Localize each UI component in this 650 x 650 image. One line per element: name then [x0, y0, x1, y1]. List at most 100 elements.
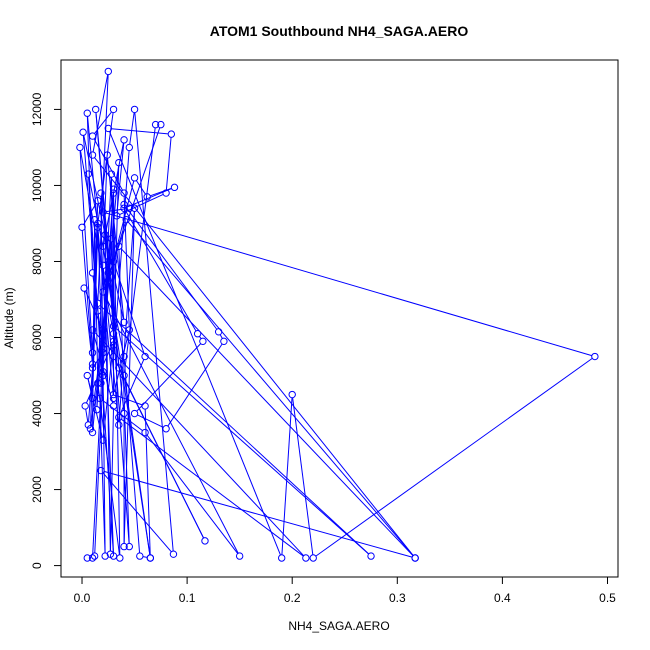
data-point — [169, 550, 178, 558]
data-point — [162, 189, 170, 197]
series-segment — [97, 386, 120, 555]
data-point — [99, 208, 107, 216]
data-point — [88, 269, 97, 277]
series-segment — [88, 371, 93, 422]
data-point — [94, 223, 102, 231]
data-point — [109, 337, 118, 346]
y-tick-label: 12000 — [30, 92, 44, 126]
x-tick-label: 0.0 — [74, 591, 91, 605]
data-point — [88, 132, 97, 140]
data-point — [302, 554, 310, 562]
data-point — [101, 552, 109, 560]
data-point — [120, 200, 128, 209]
data-point — [170, 183, 179, 192]
data-point — [88, 364, 97, 372]
data-point — [141, 428, 149, 437]
series-segment — [144, 409, 151, 555]
series-segment — [136, 343, 202, 412]
data-point — [107, 234, 116, 243]
data-point — [120, 371, 128, 380]
data-point — [88, 360, 97, 368]
series-segment — [219, 334, 223, 339]
series-segment — [113, 165, 120, 342]
series-segment — [120, 248, 414, 557]
data-point — [125, 326, 134, 334]
data-point — [115, 413, 123, 422]
series-segment — [125, 210, 197, 332]
series-segment — [125, 206, 218, 330]
data-point — [84, 170, 93, 178]
data-point — [146, 554, 155, 562]
data-point — [115, 421, 123, 429]
data-point — [167, 130, 176, 138]
series-segment — [315, 357, 593, 557]
data-point — [591, 352, 599, 361]
data-point — [277, 554, 286, 562]
series-segment — [119, 359, 145, 415]
x-tick-label: 0.5 — [599, 591, 616, 605]
data-point — [104, 124, 112, 133]
series-segment — [109, 131, 281, 556]
data-point — [83, 109, 91, 117]
series-segment — [111, 241, 114, 331]
data-point — [120, 409, 128, 418]
data-point — [88, 554, 97, 562]
data-point — [93, 406, 101, 414]
data-point — [309, 554, 317, 562]
data-point — [84, 421, 93, 429]
series-segment — [87, 378, 103, 438]
data-point — [288, 390, 296, 399]
chart-title: ATOM1 Southbound NH4_SAGA.AERO — [210, 23, 469, 39]
series-segment — [119, 193, 164, 215]
data-point — [97, 189, 105, 197]
series-segment — [83, 203, 97, 225]
series-segment — [79, 150, 93, 350]
data-point — [88, 394, 97, 403]
data-point — [109, 341, 118, 349]
series-segment — [99, 401, 106, 553]
data-point — [201, 537, 209, 545]
data-point — [141, 402, 149, 410]
series-segment — [92, 74, 109, 152]
data-point — [104, 257, 112, 266]
series-segment — [94, 157, 414, 556]
data-point — [94, 196, 102, 205]
series-segment — [99, 305, 370, 555]
data-point — [99, 436, 107, 444]
data-point — [411, 554, 419, 562]
data-point — [91, 105, 100, 114]
series-segment — [102, 472, 172, 553]
data-point — [99, 242, 107, 250]
series-segment — [87, 116, 114, 396]
data-point — [96, 394, 104, 403]
y-tick-label: 8000 — [30, 248, 44, 275]
data-point — [78, 223, 86, 231]
data-point — [214, 328, 223, 336]
data-point — [109, 390, 118, 399]
series-segment — [109, 409, 114, 552]
data-point — [125, 542, 134, 551]
data-point — [97, 379, 105, 387]
x-tick-label: 0.4 — [494, 591, 511, 605]
series-segment — [85, 409, 89, 422]
y-tick-label: 4000 — [30, 400, 44, 427]
data-point — [99, 345, 107, 353]
data-point — [83, 371, 91, 380]
series-segment — [107, 158, 125, 320]
data-point — [109, 105, 118, 114]
data-point — [143, 193, 151, 201]
series-segment — [167, 343, 223, 427]
data-point — [193, 330, 202, 338]
series-segment — [102, 268, 114, 553]
data-point — [109, 394, 118, 403]
data-point — [109, 189, 118, 197]
series-segment — [92, 355, 104, 555]
data-point — [220, 337, 228, 346]
series-segment — [137, 414, 164, 428]
data-point — [130, 105, 139, 114]
series-segment — [94, 378, 104, 553]
data-point — [130, 174, 139, 182]
series-segment — [84, 290, 103, 328]
